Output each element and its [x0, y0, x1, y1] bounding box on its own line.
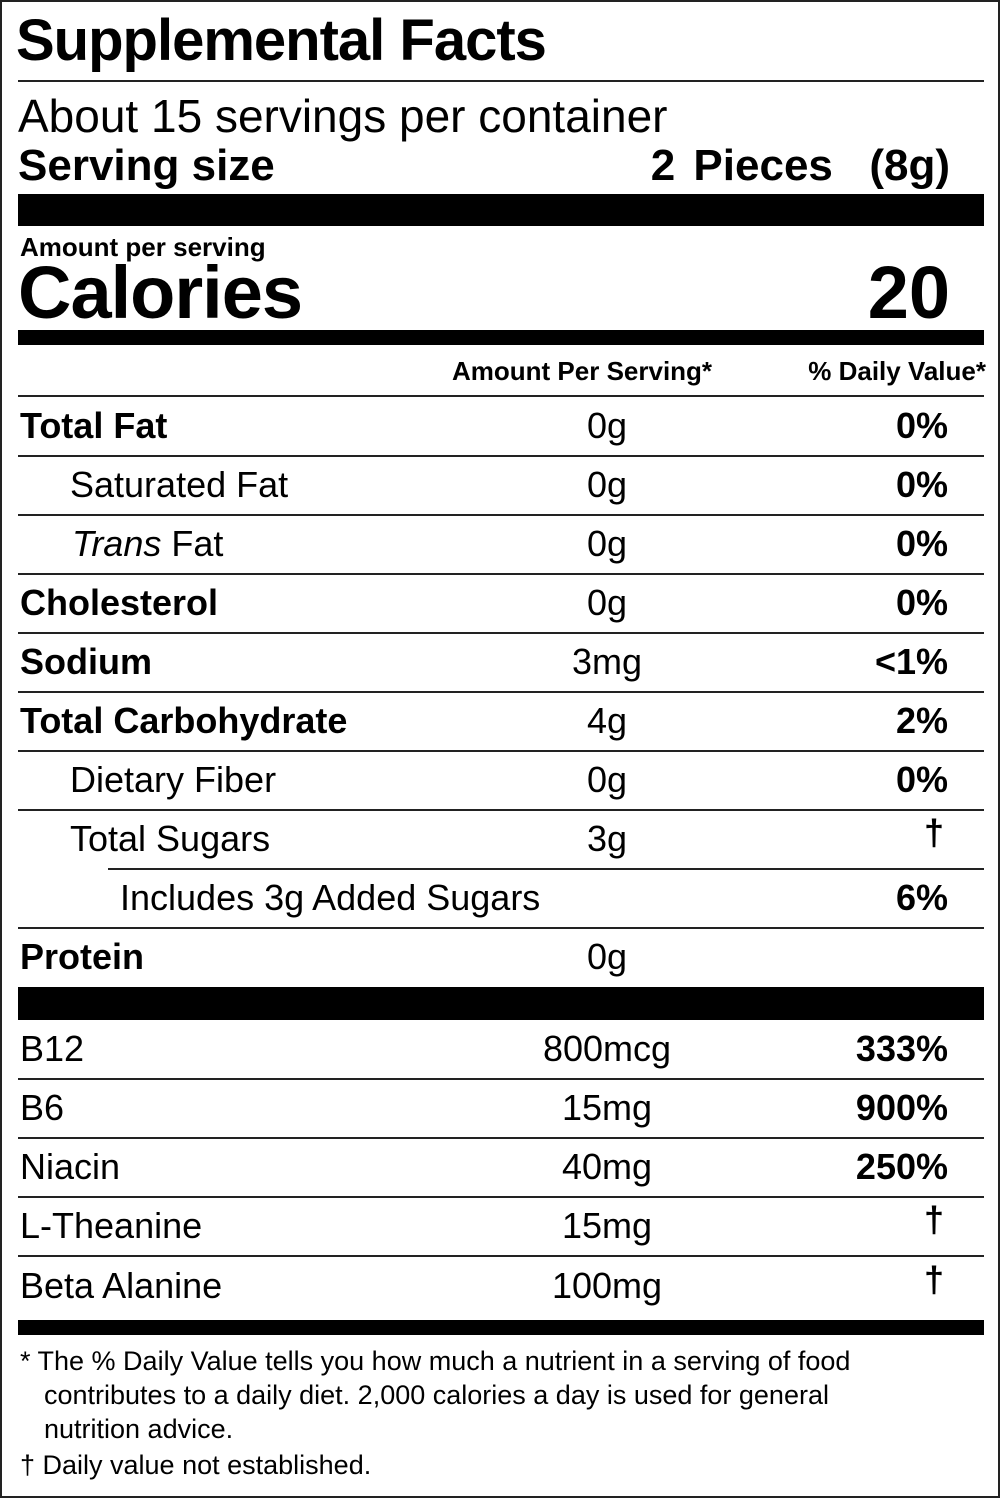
- footnote-asterisk-line-2: contributes to a daily diet. 2,000 calor…: [44, 1380, 829, 1410]
- nutrient-row-sodium: Sodium 3mg <1%: [2, 633, 998, 693]
- supplement-row-l-theanine: L-Theanine 15mg †: [2, 1197, 998, 1257]
- nutrient-name: Total Fat: [20, 405, 168, 446]
- column-header-daily-value: % Daily Value*: [808, 356, 986, 386]
- nutrient-daily-value: 2%: [895, 700, 948, 741]
- nutrient-daily-value: 0%: [895, 759, 948, 800]
- nutrient-name: Total Carbohydrate: [20, 700, 348, 741]
- nutrient-daily-value: 0%: [895, 464, 948, 505]
- supplement-daily-value: 900%: [855, 1087, 948, 1128]
- divider: [18, 750, 984, 752]
- amount-per-serving-label: Amount per serving: [20, 232, 266, 262]
- supplement-amount: 15mg: [561, 1087, 653, 1128]
- nutrient-name: Trans Fat: [72, 515, 223, 573]
- supplement-row-b6: B6 15mg 900%: [2, 1079, 998, 1139]
- nutrient-name: Saturated Fat: [70, 464, 289, 505]
- calories-value: 20: [867, 251, 950, 334]
- supplement-name: L-Theanine: [20, 1205, 203, 1246]
- divider: [18, 691, 984, 693]
- divider: [18, 514, 984, 516]
- nutrient-amount: 4g: [586, 700, 628, 741]
- calories-label: Calories: [18, 251, 303, 334]
- supplement-daily-value: †: [923, 1259, 944, 1300]
- supplement-amount: 100mg: [551, 1265, 663, 1306]
- nutrient-row-added-sugars: Includes 3g Added Sugars 6%: [2, 869, 998, 929]
- nutrient-amount: 0g: [586, 464, 628, 505]
- servings-per-container: About 15 servings per container: [18, 90, 668, 142]
- nutrient-name: Includes 3g Added Sugars: [120, 877, 541, 918]
- label-title: Supplemental Facts: [16, 8, 547, 73]
- nutrient-name-suffix: Fat: [161, 523, 224, 564]
- divider: [18, 632, 984, 634]
- divider: [18, 927, 984, 929]
- nutrient-daily-value: 0%: [895, 523, 948, 564]
- footnote-dagger: † Daily value not established.: [20, 1450, 372, 1480]
- divider: [18, 1137, 984, 1139]
- nutrient-row-dietary-fiber: Dietary Fiber 0g 0%: [2, 751, 998, 811]
- nutrient-name: Total Sugars: [70, 818, 271, 859]
- supplement-daily-value: 250%: [855, 1146, 948, 1187]
- divider: [18, 1078, 984, 1080]
- divider: [18, 1255, 984, 1257]
- column-header-amount: Amount Per Serving*: [452, 356, 713, 386]
- supplement-row-niacin: Niacin 40mg 250%: [2, 1138, 998, 1198]
- nutrient-amount: 0g: [586, 582, 628, 623]
- footnote-asterisk-line-3: nutrition advice.: [44, 1414, 234, 1444]
- nutrient-amount: 0g: [586, 759, 628, 800]
- nutrient-row-total-sugars: Total Sugars 3g †: [2, 810, 998, 870]
- divider: [108, 868, 984, 870]
- supplement-daily-value: †: [923, 1199, 944, 1240]
- supplement-daily-value: 333%: [855, 1028, 948, 1069]
- divider: [18, 573, 984, 575]
- nutrient-row-trans-fat: Trans Fat 0g 0%: [2, 515, 998, 575]
- divider: [18, 395, 984, 397]
- nutrient-daily-value: 0%: [895, 582, 948, 623]
- thick-divider: [18, 194, 984, 226]
- nutrient-name: Protein: [20, 936, 145, 977]
- supplement-amount: 15mg: [561, 1205, 653, 1246]
- nutrient-amount: 0g: [586, 523, 628, 564]
- supplement-row-b12: B12 800mcg 333%: [2, 1020, 998, 1080]
- nutrient-name: Sodium: [20, 641, 152, 682]
- nutrient-name: Cholesterol: [20, 582, 219, 623]
- nutrient-amount: 0g: [586, 936, 628, 977]
- supplement-name: B6: [20, 1087, 65, 1128]
- divider: [18, 809, 984, 811]
- nutrient-amount: 3mg: [571, 641, 643, 682]
- divider: [18, 455, 984, 457]
- serving-size-value: 2 Pieces (8g): [650, 141, 950, 190]
- footnote-asterisk-line-1: * The % Daily Value tells you how much a…: [20, 1346, 851, 1376]
- supplement-row-beta-alanine: Beta Alanine 100mg †: [2, 1257, 998, 1315]
- supplement-amount: 800mcg: [542, 1028, 672, 1069]
- nutrient-daily-value: 6%: [895, 877, 948, 918]
- supplement-name: Niacin: [20, 1146, 121, 1187]
- divider: [18, 80, 984, 82]
- supplement-amount: 40mg: [561, 1146, 653, 1187]
- nutrient-amount: 0g: [586, 405, 628, 446]
- nutrient-amount: 3g: [586, 818, 628, 859]
- nutrient-daily-value: 0%: [895, 405, 948, 446]
- divider: [18, 1196, 984, 1198]
- nutrient-row-cholesterol: Cholesterol 0g 0%: [2, 574, 998, 634]
- nutrient-daily-value: †: [923, 812, 944, 853]
- nutrient-name: Dietary Fiber: [70, 759, 277, 800]
- nutrient-row-total-fat: Total Fat 0g 0%: [2, 397, 998, 457]
- nutrient-name-italic: Trans: [72, 523, 162, 564]
- nutrient-row-protein: Protein 0g: [2, 928, 998, 986]
- nutrient-row-total-carbohydrate: Total Carbohydrate 4g 2%: [2, 692, 998, 752]
- medium-divider: [18, 330, 984, 345]
- thick-divider: [18, 987, 984, 1020]
- serving-size-label: Serving size: [18, 141, 275, 190]
- supplement-name: Beta Alanine: [20, 1265, 223, 1306]
- supplement-name: B12: [20, 1028, 85, 1069]
- nutrient-row-saturated-fat: Saturated Fat 0g 0%: [2, 456, 998, 516]
- nutrient-daily-value: <1%: [874, 641, 948, 682]
- medium-divider: [18, 1320, 984, 1335]
